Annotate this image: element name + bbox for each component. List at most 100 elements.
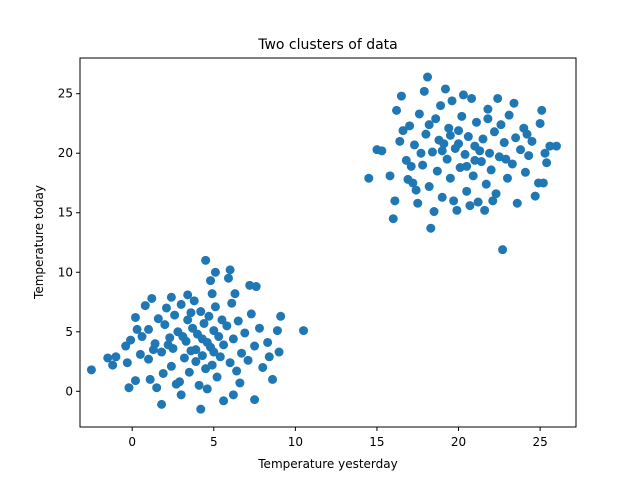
data-point [437,192,447,202]
data-point [228,334,238,344]
data-point [405,121,415,131]
data-point [250,395,260,405]
data-point [176,390,186,400]
data-point [184,367,194,377]
y-tick-label: 10 [58,265,73,279]
data-point [396,91,406,101]
data-point [121,341,131,351]
data-point [511,133,521,143]
data-point [485,148,495,158]
data-point [462,161,472,171]
x-axis-ticks: 0 5 10 15 20 25 [128,427,548,449]
data-point [160,320,170,330]
data-point [217,315,227,325]
data-point [189,296,199,306]
data-point [124,383,134,393]
y-tick-label: 25 [58,87,73,101]
data-point [471,117,481,127]
data-point [268,374,278,384]
data-point [445,130,455,140]
data-point [178,332,188,342]
data-point [103,353,113,363]
data-point [209,326,219,336]
data-point [161,303,171,313]
data-point [152,383,162,393]
data-point [545,141,555,151]
data-point [440,84,450,94]
data-point [431,114,441,124]
data-point [186,308,196,318]
data-point [272,326,282,336]
data-point [540,148,550,158]
data-point [421,129,431,139]
data-point [522,129,532,139]
data-point [419,86,429,96]
data-point [504,110,514,120]
data-point [194,380,204,390]
data-point [542,158,552,168]
data-point [122,358,132,368]
data-point [207,289,217,299]
data-point [183,315,193,325]
data-point [449,196,459,206]
data-point [111,352,121,362]
data-point [246,309,256,319]
x-axis-label: Temperature yesterday [257,457,397,471]
data-point [445,173,455,183]
x-tick-label: 5 [210,435,218,449]
data-point [263,337,273,347]
data-point [488,196,498,206]
data-point [207,360,217,370]
data-point [509,98,519,108]
data-point [130,376,140,386]
data-point [166,292,176,302]
y-tick-label: 0 [65,384,73,398]
x-tick-label: 0 [128,435,136,449]
data-point [424,120,434,130]
data-point [165,333,175,343]
data-point [392,105,402,115]
data-point [196,307,206,317]
data-point [209,347,219,357]
data-point [424,182,434,192]
data-point [157,399,167,409]
data-point [206,276,216,286]
data-point [463,132,473,142]
data-point [468,171,478,181]
data-point [499,138,509,148]
data-point [507,159,517,169]
data-point [465,201,475,211]
data-point [512,198,522,208]
data-point [390,196,400,206]
data-point [258,362,268,372]
data-point [537,105,547,115]
data-point [188,323,198,333]
data-point [158,368,168,378]
data-point [196,404,206,414]
data-point [243,355,253,365]
data-point [215,352,225,362]
data-point [276,311,286,321]
data-point [204,311,214,321]
data-point [210,302,220,312]
data-point [132,324,142,334]
x-tick-label: 10 [288,435,303,449]
data-point [245,280,255,290]
data-point [227,298,237,308]
data-point [467,93,477,103]
data-point [498,245,508,255]
x-tick-label: 25 [532,435,547,449]
data-point [409,140,419,150]
data-point [222,321,232,331]
data-point [223,273,233,283]
data-point [210,267,220,277]
data-point [447,96,457,106]
data-point [502,173,512,183]
data-point [398,126,408,136]
data-point [201,255,211,265]
data-point [147,293,157,303]
data-point [388,214,398,224]
data-point [520,167,530,177]
data-point [170,310,180,320]
data-point [454,139,464,149]
